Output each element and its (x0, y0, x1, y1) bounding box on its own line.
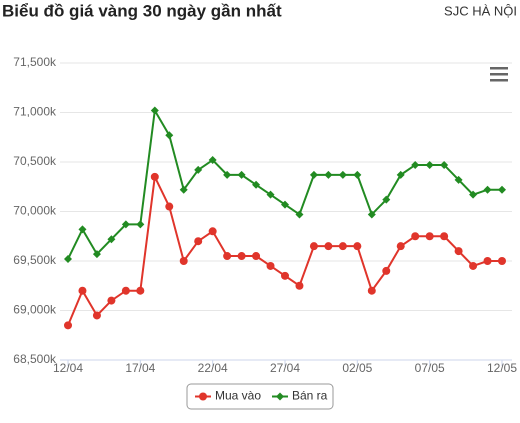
point (165, 202, 174, 211)
point (78, 225, 87, 234)
legend: Mua vào Bán ra (186, 383, 334, 410)
point (223, 170, 232, 179)
point (425, 232, 434, 241)
point (64, 321, 72, 330)
point (179, 185, 188, 194)
menu-icon[interactable] (490, 67, 508, 82)
point (295, 281, 304, 290)
point (454, 175, 463, 184)
legend-marker (199, 392, 207, 401)
x-tick-label: 22/04 (198, 361, 228, 375)
x-tick-label: 27/04 (270, 361, 300, 375)
x-tick-label: 17/04 (125, 361, 155, 375)
point (469, 261, 478, 270)
point (498, 257, 506, 265)
y-tick-label: 70,000k (13, 204, 57, 218)
point (425, 160, 434, 169)
point (121, 286, 130, 295)
point (78, 286, 87, 295)
point (469, 190, 478, 199)
point (194, 165, 203, 174)
legend-item[interactable]: Mua vào (195, 389, 261, 403)
legend-marker (276, 392, 284, 401)
point (440, 232, 449, 241)
point (353, 170, 362, 179)
point (338, 242, 347, 251)
legend-box (186, 383, 334, 410)
point (252, 180, 261, 189)
point (136, 220, 145, 229)
point (121, 220, 130, 229)
point (396, 242, 405, 251)
point (194, 237, 203, 246)
point (338, 170, 347, 179)
point (165, 131, 174, 140)
point (150, 106, 159, 115)
point (266, 261, 275, 270)
point (498, 185, 506, 194)
point (92, 250, 101, 259)
point (367, 286, 376, 295)
point (92, 311, 101, 320)
point (353, 242, 362, 251)
point (440, 160, 449, 169)
point (411, 232, 420, 241)
point (208, 156, 217, 165)
y-tick-label: 69,500k (13, 253, 57, 267)
point (324, 170, 333, 179)
point (150, 172, 159, 181)
x-tick-label: 12/04 (53, 361, 83, 375)
point (266, 190, 275, 199)
series-line (67, 173, 502, 326)
point (223, 252, 232, 261)
point (382, 195, 391, 204)
point (382, 266, 391, 275)
point (411, 160, 420, 169)
point (483, 185, 492, 194)
y-tick-label: 68,500k (13, 352, 57, 366)
point (309, 242, 318, 251)
point (324, 242, 333, 251)
point (483, 257, 492, 265)
y-tick-label: 70,500k (13, 154, 57, 168)
point (107, 235, 116, 244)
point (237, 170, 246, 179)
point (107, 296, 116, 305)
x-tick-label: 02/05 (342, 361, 372, 375)
point (64, 255, 72, 264)
point (309, 170, 318, 179)
point (281, 200, 289, 209)
y-tick-label: 71,000k (13, 105, 57, 119)
point (281, 271, 289, 280)
chart-subtitle: SJC HÀ NỘI (444, 3, 517, 18)
point (208, 227, 217, 236)
legend-label: Bán ra (292, 389, 328, 403)
point (179, 257, 188, 265)
legend-item[interactable]: Bán ra (272, 389, 328, 403)
x-tick-label: 12/05 (487, 361, 517, 375)
point (237, 252, 246, 261)
y-tick-label: 71,500k (13, 55, 57, 69)
chart-title: Biểu đồ giá vàng 30 ngày gần nhất (2, 1, 282, 20)
point (136, 286, 145, 295)
point (295, 210, 304, 219)
point (252, 252, 261, 261)
point (396, 170, 405, 179)
legend-label: Mua vào (215, 389, 261, 403)
y-tick-label: 69,000k (13, 303, 57, 317)
point (367, 210, 376, 219)
x-tick-label: 07/05 (415, 361, 445, 375)
point (454, 247, 463, 256)
